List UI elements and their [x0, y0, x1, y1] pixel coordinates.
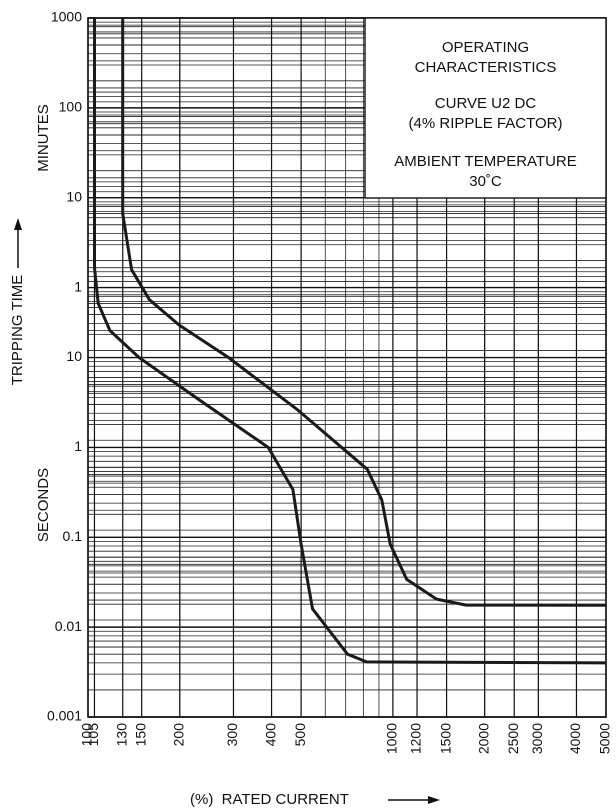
x-tick-label: 1200	[408, 723, 424, 754]
x-tick-label: 300	[224, 723, 240, 747]
x-tick-label: 200	[170, 723, 186, 747]
annotation: AMBIENT TEMPERATURE	[394, 153, 577, 170]
curve	[93, 18, 607, 665]
x-tick-label: 105	[85, 723, 101, 747]
x-label: (%) RATED CURRENT	[190, 791, 349, 808]
y-label-lower: SECONDS	[35, 468, 52, 542]
x-tick-label: 400	[262, 723, 278, 747]
y-tick-label: 10	[66, 188, 82, 204]
x-tick-label: 130	[113, 723, 129, 747]
y-tick-label: 100	[59, 99, 83, 115]
y-tick-label: 1000	[51, 9, 82, 25]
x-tick-label: 150	[132, 723, 148, 747]
y-arrow-head	[14, 218, 22, 230]
x-tick-label: 2000	[475, 723, 491, 754]
annotation: 30˚C	[469, 173, 502, 190]
annotation: CHARACTERISTICS	[415, 59, 557, 76]
y-tick-label: 0.001	[47, 708, 82, 724]
y-label-middle: TRIPPING TIME	[9, 275, 26, 386]
x-tick-label: 500	[292, 723, 308, 747]
x-arrow-head	[428, 796, 440, 804]
x-tick-label: 100	[79, 723, 95, 747]
curve	[121, 18, 607, 607]
annotation: (4% RIPPLE FACTOR)	[409, 115, 563, 132]
y-tick-label: 1	[74, 438, 82, 454]
y-tick-label: 0.01	[55, 618, 82, 634]
x-tick-label: 5000	[597, 723, 613, 754]
x-tick-label: 1000	[384, 723, 400, 754]
x-tick-label: 2500	[505, 723, 521, 754]
y-tick-label: 0.1	[63, 528, 83, 544]
x-tick-label: 1500	[437, 723, 453, 754]
x-tick-label: 3000	[529, 723, 545, 754]
y-tick-label: 1	[74, 278, 82, 294]
x-tick-label: 4000	[567, 723, 583, 754]
annotation-box	[364, 17, 607, 199]
annotation: OPERATING	[442, 39, 529, 56]
plot-border	[87, 17, 607, 718]
y-tick-label: 10	[66, 348, 82, 364]
y-label-upper: MINUTES	[35, 104, 52, 172]
annotation: CURVE U2 DC	[435, 95, 537, 112]
